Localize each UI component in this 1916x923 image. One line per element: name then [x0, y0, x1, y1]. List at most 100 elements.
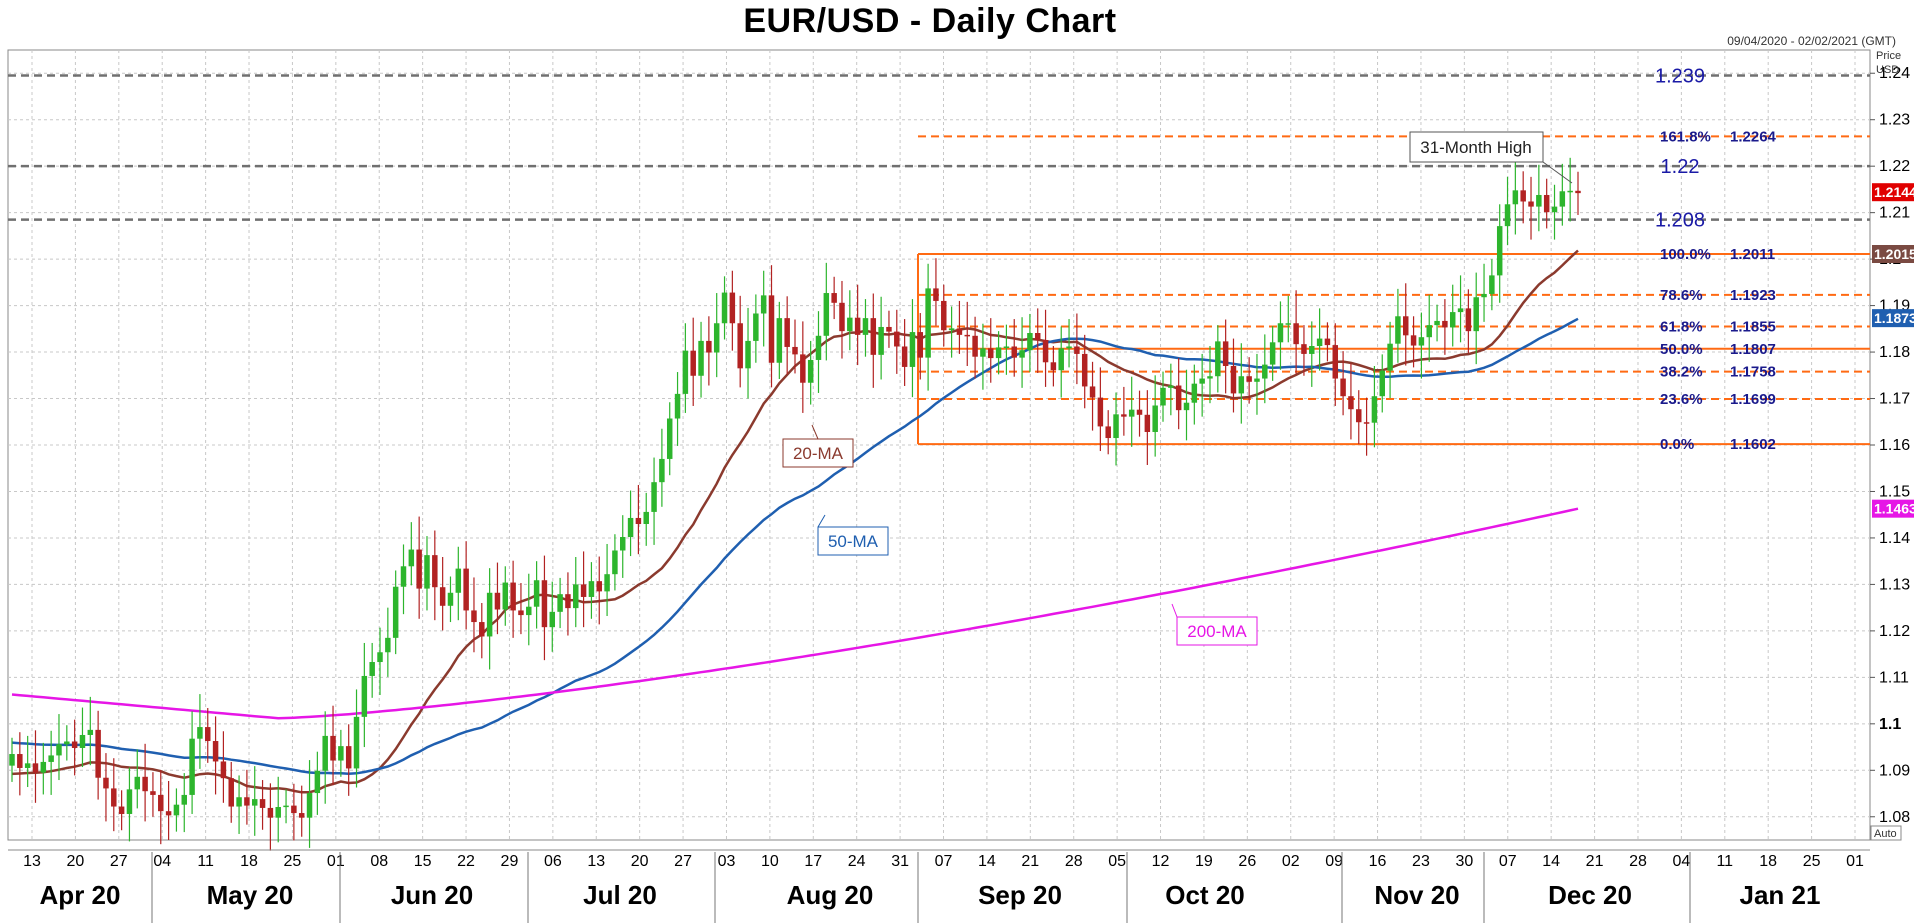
candle-body	[651, 482, 657, 512]
y-tick-label: 1.11	[1879, 669, 1909, 686]
candle-body	[823, 293, 830, 336]
candle-body	[573, 584, 579, 609]
candle-body	[1019, 350, 1025, 358]
candle-body	[1058, 348, 1064, 371]
x-day-label: 04	[1672, 853, 1690, 870]
candle-body	[706, 340, 712, 353]
candle-body	[1254, 378, 1260, 382]
candle-body	[111, 788, 117, 807]
candle-body	[1160, 387, 1166, 406]
ma-label-box	[817, 526, 889, 556]
candle-body	[674, 393, 681, 419]
candle-body	[596, 581, 602, 592]
candle-body	[565, 594, 571, 609]
ma-label: 200-MA	[1187, 622, 1247, 641]
price-tag-label: 1.1873	[1874, 310, 1916, 326]
x-day-label: 20	[631, 853, 649, 870]
fib-percent: 0.0%	[1660, 436, 1694, 453]
price-tag	[1872, 183, 1914, 202]
candle-body	[1551, 206, 1558, 213]
candle-body	[1410, 335, 1417, 346]
candle-body	[1222, 341, 1229, 366]
candle-body	[361, 675, 368, 717]
candle-body	[1309, 346, 1315, 354]
candle-body	[369, 662, 375, 676]
x-day-label: 25	[284, 853, 302, 870]
x-month-label: Dec 20	[1548, 880, 1632, 910]
candle-body	[24, 763, 31, 768]
candle-body	[275, 807, 281, 818]
price-tag	[1872, 499, 1914, 518]
candle-body	[612, 550, 618, 575]
y-tick-label: 1.18	[1879, 344, 1910, 361]
fib-value: 1.1699	[1730, 391, 1776, 408]
candle-body	[909, 332, 916, 367]
candle-body	[32, 763, 39, 773]
candle-body	[314, 770, 321, 794]
x-day-label: 25	[1803, 853, 1821, 870]
y-tick-label: 1.21	[1879, 205, 1910, 222]
candle-body	[1081, 353, 1088, 387]
y-tick-label: 1.24	[1879, 65, 1910, 82]
candle-body	[1269, 342, 1276, 365]
candle-body	[1434, 320, 1440, 326]
annotation-pointer	[1542, 161, 1573, 184]
candle-body	[784, 318, 790, 347]
y-tick-label: 1.14	[1879, 530, 1910, 547]
auto-button-label: Auto	[1874, 828, 1897, 840]
fib-percent: 100.0%	[1660, 246, 1711, 263]
candle-body	[377, 652, 383, 663]
candle-body	[283, 805, 289, 808]
candle-body	[1316, 338, 1323, 347]
candle-body	[298, 813, 305, 818]
candle-body	[385, 637, 391, 653]
x-day-label: 24	[848, 853, 866, 870]
candle-body	[1356, 409, 1362, 423]
candle-body	[1199, 378, 1205, 384]
candle-body	[541, 580, 548, 628]
x-day-label: 16	[1369, 853, 1387, 870]
x-day-label: 04	[153, 853, 171, 870]
x-day-label: 27	[674, 853, 692, 870]
candle-body	[1105, 426, 1111, 439]
candle-body	[244, 797, 250, 806]
x-day-label: 01	[327, 853, 345, 870]
x-month-label: Apr 20	[40, 880, 121, 910]
fib-value: 1.1855	[1730, 319, 1776, 336]
y-tick-label: 1.08	[1879, 809, 1910, 826]
x-day-label: 26	[1238, 853, 1256, 870]
annotation-box	[1409, 131, 1544, 163]
candle-body	[549, 611, 556, 628]
candle-body	[1011, 346, 1017, 358]
candle-body	[212, 741, 219, 762]
ma-label: 50-MA	[828, 532, 879, 551]
candle-body	[1489, 275, 1495, 294]
candle-body	[479, 622, 485, 637]
candle-body	[432, 555, 438, 588]
candle-body	[580, 584, 587, 597]
x-month-label: Jun 20	[391, 880, 473, 910]
candle-body	[205, 727, 211, 742]
candle-body	[251, 799, 258, 806]
fib-percent: 50.0%	[1660, 341, 1703, 358]
x-day-label: 09	[1325, 853, 1343, 870]
candle-body	[1481, 293, 1487, 298]
candle-body	[1457, 308, 1464, 313]
x-day-label: 12	[1152, 853, 1170, 870]
candle-body	[1426, 325, 1432, 338]
candle-body	[1113, 414, 1119, 439]
price-tag-label: 1.2015	[1874, 246, 1916, 262]
candle-body	[447, 592, 454, 606]
candle-body	[463, 568, 469, 611]
x-day-label: 14	[1542, 853, 1560, 870]
ma-line	[11, 507, 1579, 720]
candle-body	[1512, 190, 1519, 205]
candle-body	[619, 537, 626, 551]
candle-body	[1230, 366, 1237, 394]
candle-body	[1528, 201, 1534, 207]
candle-body	[1543, 194, 1550, 213]
candle-body	[753, 313, 759, 341]
candle-body	[1402, 316, 1409, 336]
x-month-label: May 20	[207, 880, 294, 910]
fib-value: 1.2264	[1730, 128, 1777, 145]
